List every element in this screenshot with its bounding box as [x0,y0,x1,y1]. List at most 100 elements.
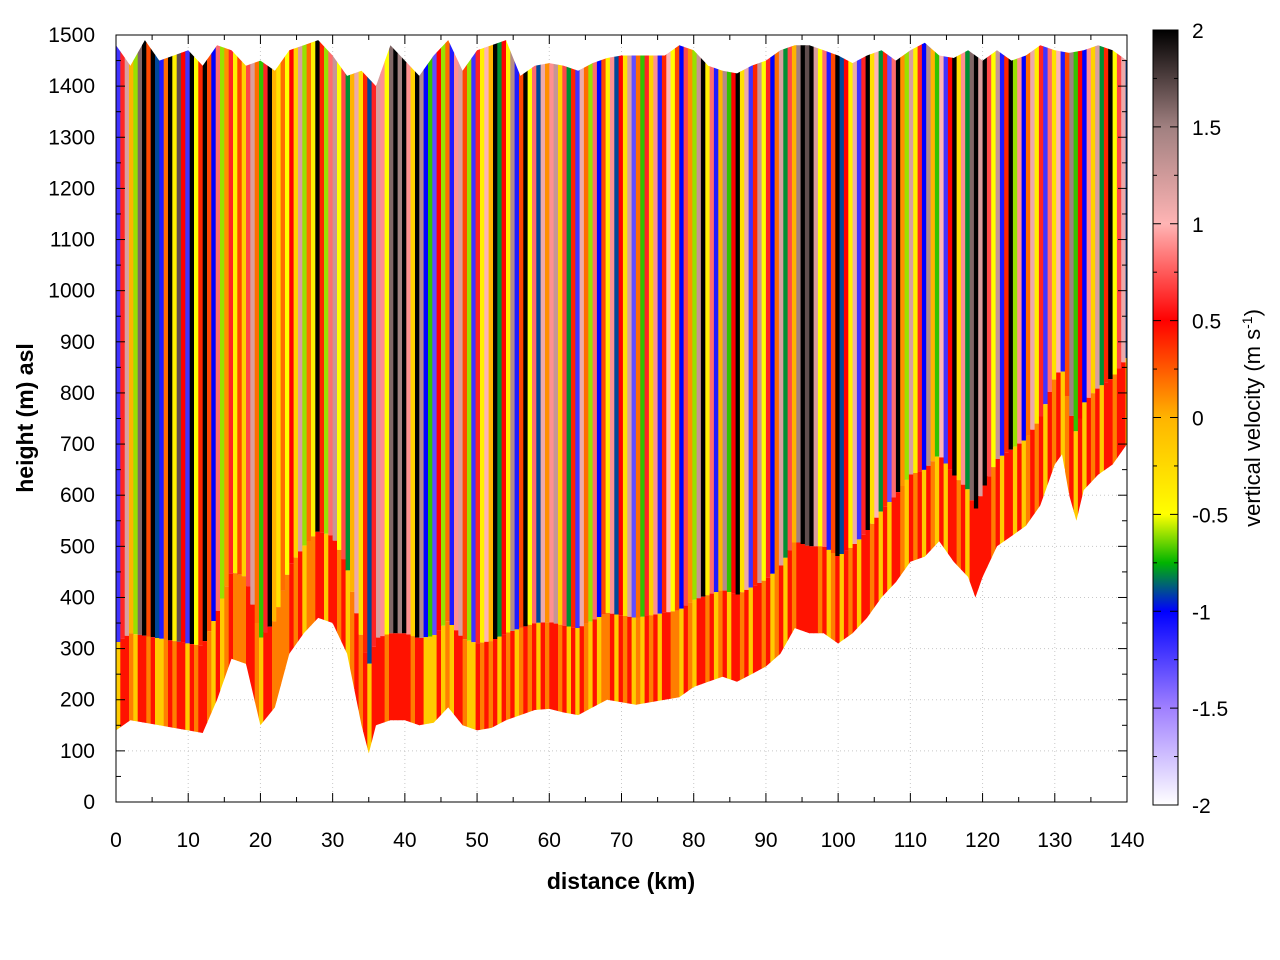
velocity-column-lower [709,593,715,691]
velocity-column [830,40,836,553]
velocity-column [930,40,936,462]
velocity-column-lower [592,619,598,717]
velocity-column [900,40,906,486]
velocity-column [155,40,160,638]
velocity-column [908,40,914,475]
velocity-column-lower [791,542,797,640]
velocity-column [635,40,641,618]
velocity-column-lower [1099,385,1105,483]
velocity-column-lower [501,634,507,732]
velocity-column-lower [1090,393,1096,491]
velocity-column [839,40,845,554]
velocity-column [926,40,932,466]
velocity-column [423,40,429,638]
velocity-column-lower [514,629,520,727]
velocity-column-lower [670,611,676,709]
velocity-column [315,40,321,532]
velocity-column [471,40,477,643]
velocity-column [891,40,897,498]
x-tick-label: 130 [1037,829,1072,852]
x-tick-label: 110 [894,829,927,852]
velocity-column [804,40,810,546]
velocity-column-lower [566,626,572,724]
velocity-column [267,40,273,627]
y-tick-label: 1400 [48,75,95,98]
velocity-column [1121,40,1127,363]
velocity-column-lower [367,663,373,754]
velocity-column-lower [393,633,399,731]
velocity-column [185,40,191,644]
velocity-column-lower [718,590,724,688]
velocity-column [246,40,251,587]
velocity-column [150,40,156,638]
velocity-column-lower [532,623,537,721]
velocity-column-lower [583,623,589,722]
velocity-column [276,40,282,608]
velocity-column-lower [462,639,468,737]
velocity-column [826,40,832,550]
velocity-column [350,40,355,592]
velocity-column-lower [960,484,966,582]
x-tick-label: 10 [177,829,200,852]
velocity-column-lower [211,621,217,719]
velocity-column-lower [609,613,615,711]
velocity-column-lower [185,643,191,741]
velocity-column-lower [666,612,672,710]
velocity-column [1060,40,1066,372]
velocity-column [917,40,923,472]
velocity-column-lower [947,469,953,567]
velocity-column-lower [519,627,524,726]
velocity-column [553,40,559,624]
velocity-column-lower [839,554,845,652]
velocity-column [713,40,719,593]
velocity-column [493,40,498,639]
velocity-column [220,40,225,599]
colorbar: 2 1.5 1 0.5 0 -0.5 -1 -1.5 -2 vertical velocity … [1152,20,1265,818]
velocity-column [1051,40,1057,380]
velocity-column-lower [146,636,152,734]
velocity-column [865,40,871,530]
velocity-column [986,40,992,477]
velocity-column-lower [319,532,325,630]
velocity-column-lower [276,607,282,705]
velocity-column-lower [337,549,342,648]
velocity-column-lower [285,574,290,672]
y-tick-label: 400 [60,586,95,609]
velocity-column-lower [484,641,490,739]
velocity-column-lower [830,553,836,651]
velocity-column [696,40,702,599]
velocity-column-lower [129,633,134,731]
velocity-column [198,40,204,646]
y-tick-label: 300 [60,638,95,661]
velocity-column [263,40,269,633]
velocity-column [921,40,927,470]
velocity-column-lower [493,639,498,737]
velocity-column [168,40,173,641]
velocity-column [293,40,299,558]
velocity-column [657,40,663,614]
colorbar-tick-label: -1.5 [1192,698,1228,721]
velocity-column [536,40,542,623]
velocity-column [488,40,494,642]
velocity-column-lower [926,465,932,563]
velocity-column [982,40,988,486]
velocity-column [181,40,186,643]
velocity-column [237,40,243,575]
velocity-column-lower [700,596,706,694]
velocity-column [228,40,234,574]
velocity-column [1034,40,1040,424]
colorbar-tick-label: 0 [1192,408,1204,431]
velocity-column [566,40,572,627]
velocity-column [653,40,659,615]
velocity-column-lower [458,635,464,733]
velocity-column-lower [1056,372,1062,470]
velocity-column [532,40,537,624]
velocity-column-lower [843,550,849,649]
velocity-column-lower [436,630,442,728]
velocity-column [895,40,901,493]
velocity-column [1056,40,1062,373]
velocity-column-lower [1030,429,1036,527]
velocity-column-lower [467,640,472,738]
velocity-column-lower [1086,397,1092,495]
velocity-column [783,40,789,558]
